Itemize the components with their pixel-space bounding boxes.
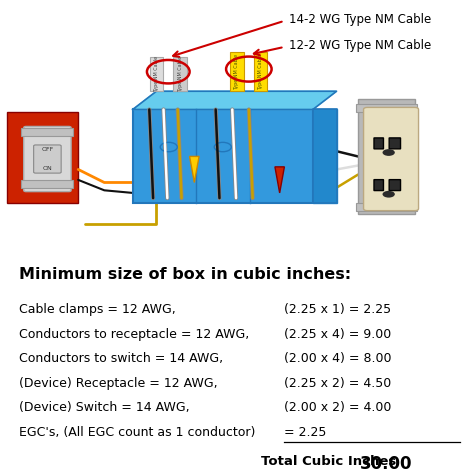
Text: Type NM Cable: Type NM Cable (235, 54, 239, 90)
Text: Type NM Cable: Type NM Cable (178, 56, 182, 92)
FancyBboxPatch shape (7, 112, 78, 203)
Text: Conductors to switch = 14 AWG,: Conductors to switch = 14 AWG, (19, 353, 223, 365)
FancyBboxPatch shape (389, 138, 401, 149)
Text: = 2.25: = 2.25 (284, 426, 327, 439)
Text: (2.00 x 4) = 8.00: (2.00 x 4) = 8.00 (284, 353, 392, 365)
FancyBboxPatch shape (150, 57, 163, 91)
FancyBboxPatch shape (364, 108, 419, 210)
FancyBboxPatch shape (24, 127, 71, 191)
Text: EGC's, (All EGC count as 1 conductor): EGC's, (All EGC count as 1 conductor) (19, 426, 255, 439)
FancyBboxPatch shape (389, 180, 401, 191)
FancyBboxPatch shape (133, 109, 313, 203)
Text: Type NM Cable: Type NM Cable (258, 54, 263, 90)
FancyBboxPatch shape (34, 145, 61, 173)
Text: (Device) Receptacle = 12 AWG,: (Device) Receptacle = 12 AWG, (19, 377, 218, 390)
Text: ON: ON (43, 165, 52, 171)
Circle shape (383, 149, 395, 156)
FancyBboxPatch shape (356, 203, 417, 211)
Text: (2.25 x 1) = 2.25: (2.25 x 1) = 2.25 (284, 303, 392, 316)
Polygon shape (133, 91, 337, 109)
Text: Type NM Cable: Type NM Cable (154, 56, 159, 92)
Text: Minimum size of box in cubic inches:: Minimum size of box in cubic inches: (19, 267, 351, 282)
Text: 12-2 WG Type NM Cable: 12-2 WG Type NM Cable (289, 39, 431, 52)
Text: (2.00 x 2) = 4.00: (2.00 x 2) = 4.00 (284, 401, 392, 414)
FancyBboxPatch shape (21, 180, 73, 188)
Text: (2.25 x 4) = 9.00: (2.25 x 4) = 9.00 (284, 328, 392, 341)
Text: 30.00: 30.00 (360, 455, 413, 473)
Polygon shape (275, 167, 284, 193)
Text: OFF: OFF (41, 147, 54, 153)
Polygon shape (313, 109, 337, 203)
FancyBboxPatch shape (374, 138, 383, 149)
FancyBboxPatch shape (356, 104, 417, 112)
Text: (2.25 x 2) = 4.50: (2.25 x 2) = 4.50 (284, 377, 392, 390)
FancyBboxPatch shape (254, 52, 267, 91)
FancyBboxPatch shape (173, 57, 187, 91)
Text: 14-2 WG Type NM Cable: 14-2 WG Type NM Cable (289, 13, 431, 26)
Text: Total Cubic Inches: Total Cubic Inches (261, 455, 396, 468)
FancyBboxPatch shape (21, 128, 73, 136)
Text: Conductors to receptacle = 12 AWG,: Conductors to receptacle = 12 AWG, (19, 328, 249, 341)
FancyBboxPatch shape (358, 99, 415, 214)
Text: (Device) Switch = 14 AWG,: (Device) Switch = 14 AWG, (19, 401, 190, 414)
Circle shape (383, 191, 395, 198)
Text: Cable clamps = 12 AWG,: Cable clamps = 12 AWG, (19, 303, 176, 316)
FancyBboxPatch shape (374, 180, 383, 191)
FancyBboxPatch shape (230, 52, 244, 91)
Polygon shape (190, 156, 199, 182)
